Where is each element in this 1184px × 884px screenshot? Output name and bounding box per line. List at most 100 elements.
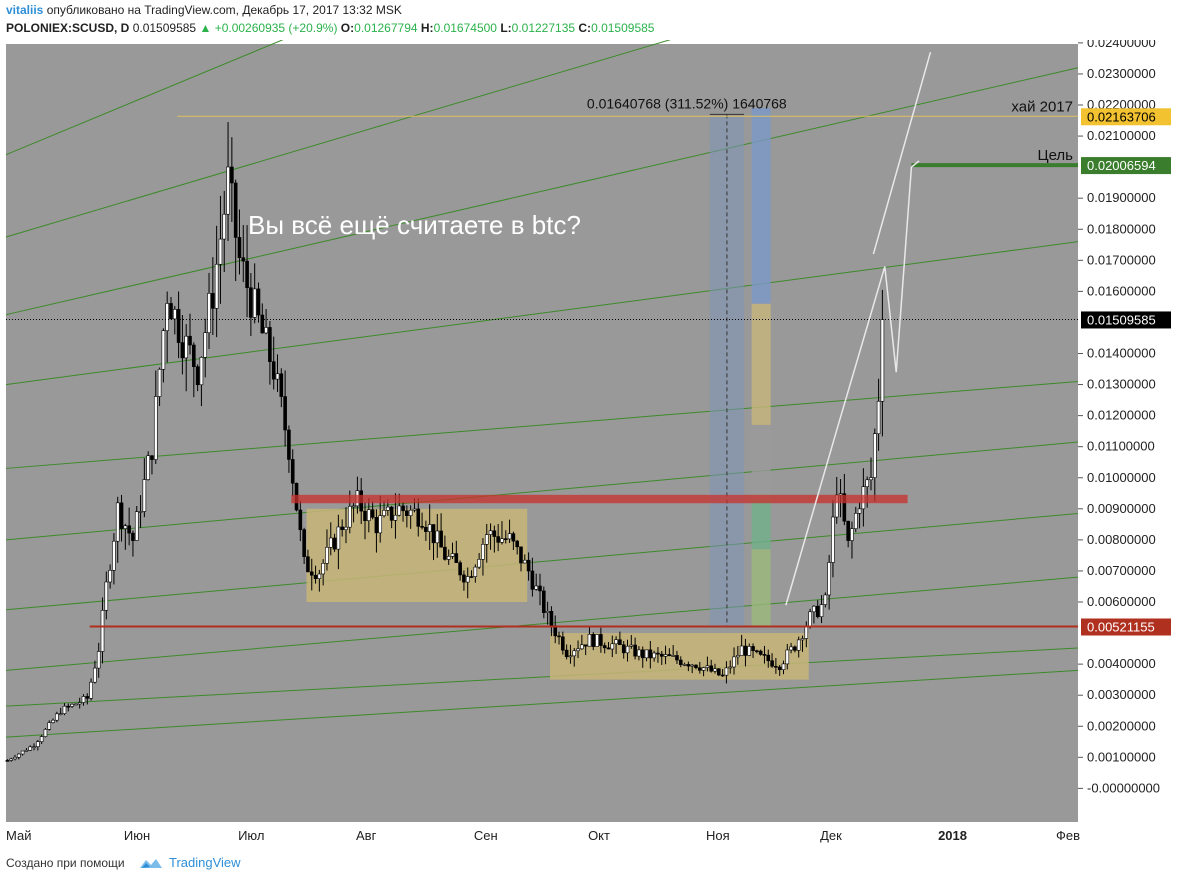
candle-up xyxy=(435,530,440,544)
candle-up xyxy=(869,477,873,481)
candle-up xyxy=(382,510,386,516)
x-tick-label: Июл xyxy=(238,828,264,843)
chart-header: vitaliis опубликовано на TradingView.com… xyxy=(0,0,1184,40)
candle-down xyxy=(602,645,607,649)
candle-down xyxy=(188,335,192,346)
created-with-label: Создано при помощи xyxy=(6,856,125,870)
candle-up xyxy=(146,455,150,480)
price-chart[interactable]: 0.01640768 (311.52%) 1640768 Вы всё ещё с… xyxy=(0,40,1184,848)
x-tick-label: 2018 xyxy=(938,828,967,843)
y-tick-label: 0.01200000 xyxy=(1087,408,1156,423)
candle-up xyxy=(876,400,881,435)
candle-up xyxy=(17,753,21,758)
candle-down xyxy=(697,667,702,671)
symbol-label: POLONIEX:SCUSD, D xyxy=(6,21,130,35)
candle-down xyxy=(405,510,409,516)
candle-down xyxy=(496,536,500,543)
candle-down xyxy=(606,647,611,650)
candle-up xyxy=(89,681,93,699)
candle-up xyxy=(203,332,208,358)
candle-down xyxy=(249,287,253,318)
candle-up xyxy=(321,563,325,575)
candle-up xyxy=(351,505,356,508)
candle-up xyxy=(637,649,641,657)
candle-down xyxy=(458,562,462,576)
candle-down xyxy=(298,509,303,531)
up-arrow-icon: ▲ xyxy=(199,21,212,35)
candle-up xyxy=(823,594,828,605)
candle-up xyxy=(534,585,539,590)
fibonacci-band xyxy=(751,424,771,500)
candle-up xyxy=(344,526,348,530)
candle-up xyxy=(51,719,55,723)
y-tick-label: 0.01900000 xyxy=(1087,190,1156,205)
candle-down xyxy=(766,654,771,662)
candle-up xyxy=(55,713,59,721)
author-link[interactable]: vitaliis xyxy=(6,3,44,17)
candle-down xyxy=(846,520,850,541)
candle-up xyxy=(610,643,615,650)
candle-up xyxy=(386,506,390,511)
candle-up xyxy=(850,528,854,541)
candle-down xyxy=(758,650,763,655)
candle-up xyxy=(317,573,322,579)
candle-down xyxy=(363,510,367,521)
candle-up xyxy=(408,509,413,516)
candle-up xyxy=(367,509,371,521)
projection-path xyxy=(785,51,932,606)
publish-info: vitaliis опубликовано на TradingView.com… xyxy=(6,3,402,17)
symbol-info: POLONIEX:SCUSD, D 0.01509585 ▲ +0.002609… xyxy=(6,21,654,35)
candle-up xyxy=(24,749,29,752)
y-tick-label: 0.00900000 xyxy=(1087,501,1156,516)
candle-up xyxy=(32,746,36,748)
channel-lines xyxy=(5,40,1079,738)
y-tick-label: 0.02100000 xyxy=(1087,128,1156,143)
y-tick-label: 0.00400000 xyxy=(1087,656,1156,671)
candle-down xyxy=(192,344,196,367)
channel-line xyxy=(5,669,1079,738)
candle-down xyxy=(287,429,291,460)
plot-background xyxy=(6,44,1078,822)
x-tick-label: Сен xyxy=(474,828,498,843)
candle-up xyxy=(9,758,14,761)
candle-down xyxy=(621,644,626,654)
candle-down xyxy=(256,288,261,316)
candle-down xyxy=(237,237,242,259)
candle-up xyxy=(690,664,694,667)
candle-down xyxy=(542,590,546,613)
fibonacci-band xyxy=(751,499,771,550)
candle-down xyxy=(424,526,428,532)
candle-up xyxy=(28,746,33,751)
tradingview-logo-icon xyxy=(140,858,162,868)
candle-down xyxy=(332,537,337,550)
candle-up xyxy=(739,645,744,656)
candle-up xyxy=(142,479,147,512)
candle-down xyxy=(678,659,683,665)
level-badge-label: 0.02163706 xyxy=(1087,109,1156,124)
candle-down xyxy=(743,645,748,656)
high-label: H: xyxy=(420,21,434,35)
candle-up xyxy=(81,696,86,703)
candle-down xyxy=(260,314,265,334)
candle-up xyxy=(595,634,599,647)
y-tick-label: 0.02200000 xyxy=(1087,97,1156,112)
candle-up xyxy=(853,513,858,530)
x-tick-label: Авг xyxy=(356,828,377,843)
y-tick-label: 0.00600000 xyxy=(1087,594,1156,609)
channel-line xyxy=(5,647,1079,707)
candle-up xyxy=(713,668,717,672)
candle-up xyxy=(62,705,67,714)
x-tick-label: Июн xyxy=(124,828,150,843)
candle-up xyxy=(412,508,417,511)
candle-down xyxy=(180,342,185,359)
candle-down xyxy=(675,655,679,661)
candle-down xyxy=(618,639,622,646)
candle-down xyxy=(401,505,405,512)
tradingview-link[interactable]: TradingView xyxy=(139,855,241,870)
channel-line xyxy=(5,512,1079,611)
y-tick-label: 0.01600000 xyxy=(1087,283,1156,298)
x-tick-label: Май xyxy=(6,828,31,843)
candle-up xyxy=(161,330,166,370)
candle-down xyxy=(526,559,531,572)
candle-up xyxy=(222,213,227,240)
